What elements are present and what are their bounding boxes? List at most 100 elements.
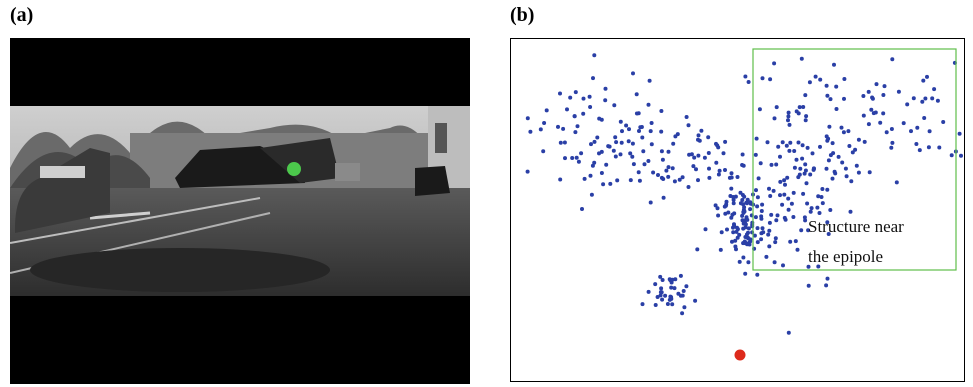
feature-point xyxy=(581,111,586,116)
feature-point xyxy=(759,216,764,221)
feature-point xyxy=(706,135,711,140)
feature-point xyxy=(743,74,748,79)
feature-point xyxy=(613,135,618,140)
car-left xyxy=(15,148,110,233)
feature-point xyxy=(920,99,925,104)
feature-point xyxy=(696,133,701,138)
feature-point xyxy=(882,84,887,89)
feature-point xyxy=(840,160,845,165)
feature-point xyxy=(815,205,820,210)
feature-point xyxy=(827,124,832,129)
feature-point xyxy=(754,136,759,141)
feature-point xyxy=(756,176,761,181)
feature-point xyxy=(725,227,729,232)
scatter-plot: Structure near the epipole xyxy=(510,38,965,382)
feature-point xyxy=(771,188,776,193)
feature-point xyxy=(796,140,801,145)
feature-point xyxy=(641,149,646,154)
feature-point xyxy=(905,102,910,107)
feature-point xyxy=(640,302,645,307)
feature-point xyxy=(647,78,652,83)
epipole-region-box xyxy=(752,48,957,271)
feature-point xyxy=(805,201,810,206)
feature-point xyxy=(735,225,739,230)
feature-point xyxy=(653,282,658,287)
feature-point xyxy=(630,141,635,146)
feature-point xyxy=(841,130,846,135)
feature-point xyxy=(573,90,578,95)
feature-point xyxy=(651,170,656,175)
feature-point xyxy=(743,271,748,276)
panel-b-label: (b) xyxy=(510,4,535,26)
feature-point xyxy=(693,298,698,303)
feature-point xyxy=(784,143,789,148)
feature-point xyxy=(729,215,734,220)
feature-point xyxy=(574,155,579,160)
feature-point xyxy=(649,121,654,125)
feature-point xyxy=(637,178,642,183)
feature-point xyxy=(957,131,962,136)
feature-point xyxy=(658,293,663,298)
feature-point xyxy=(542,121,547,125)
feature-point xyxy=(901,121,906,126)
feature-point xyxy=(684,284,689,289)
feature-point xyxy=(787,148,792,153)
feature-point xyxy=(760,202,765,207)
feature-point xyxy=(746,236,751,241)
feature-point xyxy=(696,178,700,183)
feature-point xyxy=(731,201,736,206)
feature-point xyxy=(870,96,875,101)
feature-point xyxy=(646,289,651,294)
feature-point xyxy=(786,110,791,115)
feature-point xyxy=(800,143,805,148)
feature-point xyxy=(914,142,919,146)
feature-point xyxy=(767,220,772,225)
feature-point xyxy=(660,278,665,282)
feature-point xyxy=(828,97,833,102)
feature-point xyxy=(659,286,664,291)
feature-point xyxy=(881,93,886,97)
feature-point xyxy=(797,172,802,177)
feature-point xyxy=(778,193,782,198)
feature-point xyxy=(805,145,810,150)
feature-point xyxy=(894,180,899,185)
feature-point xyxy=(746,80,751,84)
feature-point xyxy=(731,230,736,235)
feature-point xyxy=(696,153,701,158)
feature-point xyxy=(761,230,766,235)
feature-point xyxy=(636,170,641,175)
feature-point xyxy=(620,129,624,134)
feature-point xyxy=(824,283,829,288)
feature-point xyxy=(755,195,760,200)
feature-point xyxy=(824,166,829,171)
feature-point xyxy=(774,105,779,110)
feature-point xyxy=(804,181,809,186)
feature-point xyxy=(745,217,750,222)
feature-point xyxy=(834,107,839,111)
feature-point xyxy=(723,203,728,208)
feature-point xyxy=(949,153,954,158)
feature-point xyxy=(923,96,928,101)
feature-point xyxy=(834,84,839,89)
feature-point xyxy=(816,264,821,269)
feature-point xyxy=(666,174,671,179)
feature-point xyxy=(613,154,618,159)
feature-point xyxy=(703,227,708,232)
feature-point xyxy=(767,244,772,249)
feature-point xyxy=(890,140,895,145)
feature-point xyxy=(755,204,760,209)
feature-point xyxy=(664,168,669,173)
feature-point xyxy=(753,152,758,157)
feature-point xyxy=(618,119,623,124)
feature-point xyxy=(803,162,808,167)
feature-point xyxy=(753,215,758,220)
feature-point xyxy=(927,129,932,134)
feature-point xyxy=(723,211,728,216)
feature-point xyxy=(697,138,702,143)
feature-point xyxy=(856,170,861,175)
feature-point xyxy=(694,167,698,172)
feature-point xyxy=(666,149,671,154)
feature-point xyxy=(782,178,787,183)
feature-point xyxy=(896,89,901,94)
feature-point xyxy=(935,98,940,103)
